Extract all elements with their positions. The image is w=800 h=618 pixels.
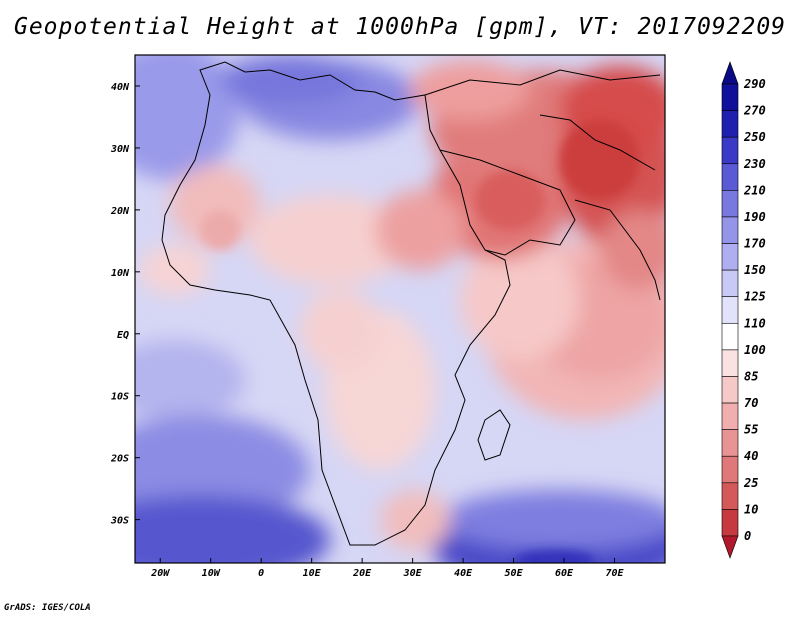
y-tick-label: 20S: [110, 454, 129, 465]
colorbar-bottom-triangle: [721, 535, 739, 559]
y-tick-label: 30S: [110, 516, 129, 527]
map-title: Geopotential Height at 1000hPa [gpm], VT…: [13, 14, 787, 40]
colorbar-label: 270: [743, 104, 766, 118]
colorbar-label: 55: [744, 423, 758, 437]
colorbar-swatch: [721, 136, 739, 165]
colorbar-top-triangle: [721, 61, 739, 85]
y-tick-label: 30N: [110, 144, 130, 155]
colorbar-label: 230: [743, 157, 766, 171]
x-tick-label: 70E: [605, 568, 624, 579]
y-tick-label: 10N: [111, 268, 130, 279]
colorbar-swatch: [721, 349, 739, 377]
colorbar-swatch: [721, 376, 739, 404]
colorbar-label: 110: [744, 316, 766, 330]
height-field: [135, 55, 665, 563]
map-frame: [134, 54, 666, 564]
colorbar-swatch: [721, 296, 739, 324]
colorbar-swatch: [721, 190, 739, 218]
colorbar-label: 40: [744, 449, 758, 463]
colorbar-swatch: [721, 110, 739, 138]
colorbar-swatch: [721, 455, 739, 484]
x-tick-label: 10W: [202, 568, 221, 579]
axis-ticks: 20W 10W 0 10E 20E 30E 40E 50E 60E 70E 40N 30N 20N 10N…: [110, 82, 625, 579]
colorbar-swatch: [721, 216, 739, 244]
x-tick-label: 30E: [403, 568, 423, 579]
colorbar-label: 150: [744, 263, 766, 277]
colorbar-label: 25: [743, 476, 758, 490]
x-tick-label: 40E: [454, 568, 473, 579]
y-tick-label: 40N: [111, 82, 130, 93]
colorbar-swatch: [721, 509, 739, 537]
colorbar-label: 0: [744, 529, 751, 543]
colorbar-swatch: [721, 83, 739, 111]
x-tick-label: 50E: [505, 568, 524, 579]
x-tick-label: 10E: [303, 568, 322, 579]
y-tick-label: 10S: [111, 392, 129, 403]
colorbar-swatch: [721, 163, 739, 191]
x-tick-label: 0: [258, 568, 264, 579]
x-tick-label: 60E: [555, 568, 574, 579]
colorbar-swatch: [721, 269, 739, 298]
x-tick-label: 20E: [352, 568, 372, 579]
colorbar: 2902702502302101901701501251101008570554…: [721, 61, 766, 559]
colorbar-swatch: [721, 243, 739, 271]
coastlines: [161, 61, 661, 546]
colorbar-label: 170: [744, 237, 766, 251]
colorbar-swatch: [721, 482, 739, 510]
y-tick-label: EQ: [117, 330, 129, 341]
colorbar-label: 100: [744, 343, 766, 357]
colorbar-label: 190: [744, 210, 766, 224]
colorbar-label: 290: [743, 77, 766, 91]
colorbar-label: 10: [744, 502, 758, 516]
colorbar-swatch: [721, 322, 739, 351]
colorbar-label: 125: [744, 290, 766, 304]
colorbar-swatch: [721, 402, 739, 430]
colorbar-label: 85: [744, 369, 758, 383]
colorbar-swatch: [721, 429, 739, 457]
colorbar-label: 250: [743, 130, 766, 144]
colorbar-label: 70: [744, 396, 758, 410]
colorbar-label: 210: [743, 183, 766, 197]
y-tick-label: 20N: [110, 206, 130, 217]
x-tick-label: 20W: [150, 568, 170, 579]
footer-credit: GrADS: IGES/COLA: [4, 603, 91, 613]
